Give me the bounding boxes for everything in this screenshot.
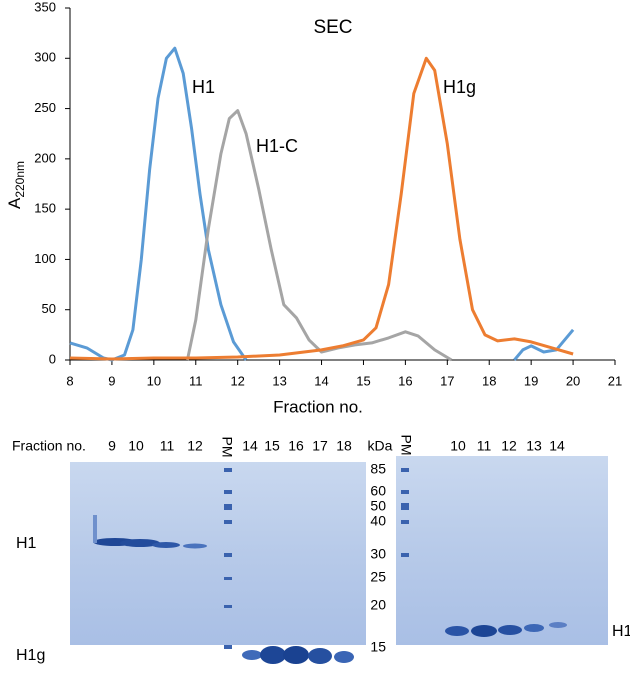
y-tick-label: 350: [34, 0, 56, 14]
band: [334, 651, 354, 663]
y-tick-label: 150: [34, 201, 56, 216]
band: [549, 622, 567, 628]
y-axis-label: A220nm: [5, 161, 27, 209]
y-label-main: A: [5, 197, 24, 209]
marker-label: 15: [370, 639, 386, 655]
ladder-band: [224, 520, 232, 524]
marker-label: 25: [370, 569, 386, 585]
x-tick-label: 15: [356, 373, 370, 388]
lane-label: 12: [187, 438, 203, 454]
x-tick-label: 13: [272, 373, 286, 388]
band-label: H1-C: [612, 623, 630, 640]
kda-label: kDa: [368, 438, 393, 454]
chart-title: SEC: [313, 17, 352, 38]
series-line: [69, 56, 574, 361]
band: [524, 624, 544, 632]
lane-label: 10: [450, 438, 466, 454]
x-tick-label: 12: [230, 373, 244, 388]
ladder-band: [401, 468, 409, 472]
smear: [93, 515, 97, 543]
marker-label: 50: [370, 498, 386, 514]
lane-label: PM: [219, 437, 235, 458]
lane-label: PM: [398, 435, 414, 456]
x-tick-label: 10: [147, 373, 161, 388]
series-line: [69, 46, 575, 362]
marker-label: 40: [370, 513, 386, 529]
ladder-band: [224, 645, 232, 649]
x-tick-label: 11: [189, 373, 203, 388]
x-tick-label: 19: [524, 373, 538, 388]
ladder-band: [224, 577, 232, 580]
ladder-band: [224, 504, 232, 510]
lane-label: 9: [108, 438, 116, 454]
y-tick-label: 200: [34, 150, 56, 165]
lane-label: 16: [288, 438, 304, 454]
y-label-sub: 220nm: [13, 161, 27, 198]
band: [471, 625, 497, 637]
band: [152, 542, 180, 548]
x-tick-label: 9: [108, 373, 115, 388]
series-label: H1: [192, 77, 215, 97]
band: [283, 646, 309, 664]
y-tick-label: 50: [42, 301, 56, 316]
x-tick-label: 18: [482, 373, 496, 388]
ladder-band: [401, 503, 409, 510]
band: [183, 543, 207, 549]
lane-label: 11: [477, 438, 492, 454]
y-tick-label: 250: [34, 100, 56, 115]
ladder-band: [224, 553, 232, 557]
band: [308, 648, 332, 664]
gel-1: [70, 462, 366, 645]
x-tick-label: 17: [440, 373, 454, 388]
lane-label: 15: [264, 438, 280, 454]
ladders: [224, 468, 409, 649]
x-tick-label: 16: [398, 373, 412, 388]
band-label: H1g: [16, 647, 45, 664]
lane-label: 14: [242, 438, 258, 454]
gel-bands: [93, 515, 567, 664]
ladder-band: [401, 490, 409, 494]
lane-label: 12: [501, 438, 517, 454]
y-tick-label: 100: [34, 251, 56, 266]
ladder-band: [401, 520, 409, 524]
y-tick-label: 300: [34, 50, 56, 65]
band: [498, 625, 522, 635]
lane-label: 13: [526, 438, 542, 454]
ladder-band: [401, 553, 409, 557]
series-line: [185, 109, 453, 362]
fraction-label: Fraction no.: [12, 438, 86, 454]
band: [260, 646, 286, 664]
y-tick-label: 0: [49, 351, 56, 366]
lane-label: 14: [549, 438, 565, 454]
band: [445, 626, 469, 636]
lane-label: 11: [160, 438, 175, 454]
ladder-band: [224, 490, 232, 494]
marker-label: 60: [370, 483, 386, 499]
series-label: H1g: [443, 77, 476, 97]
x-tick-label: 14: [314, 373, 328, 388]
x-axis-label: Fraction no.: [273, 397, 363, 416]
ladder-band: [224, 468, 232, 472]
marker-label: 20: [370, 597, 386, 613]
marker-label: 85: [370, 461, 386, 477]
x-tick-label: 21: [608, 373, 622, 388]
lane-label: 17: [312, 438, 328, 454]
x-tick-label: 8: [66, 373, 73, 388]
series-label: H1-C: [256, 136, 298, 156]
lane-label: 18: [336, 438, 352, 454]
band-label: H1: [16, 535, 37, 552]
x-tick-label: 20: [566, 373, 580, 388]
gel-2: [396, 456, 608, 645]
band: [120, 539, 160, 547]
marker-label: 30: [370, 546, 386, 562]
band: [242, 650, 262, 660]
ladder-band: [224, 605, 232, 608]
lane-label: 10: [128, 438, 144, 454]
